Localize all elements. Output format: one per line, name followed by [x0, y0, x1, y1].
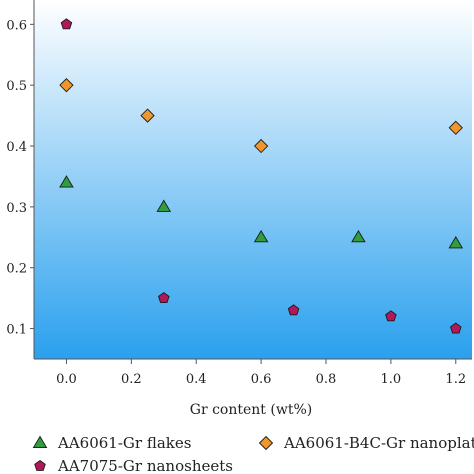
x-axis: 0.0 0.2 0.4 0.6 0.8 1.0 1.2 — [34, 358, 472, 387]
data-point-series-1 — [351, 229, 366, 243]
y-tick-label: 0.4 — [6, 140, 27, 155]
x-tick-label: 1.0 — [381, 372, 402, 387]
y-axis: 0.1 0.2 0.3 0.4 0.5 0.6 — [6, 0, 35, 359]
data-point-series-2 — [253, 138, 269, 154]
data-marks — [59, 18, 464, 334]
x-tick-label: 0.0 — [56, 372, 77, 387]
y-tick-label: 0.1 — [6, 323, 27, 338]
y-tick-label: 0.6 — [6, 18, 27, 33]
data-point-series-2 — [59, 78, 74, 93]
data-point-series-3 — [60, 18, 73, 30]
legend-label-2: AA6061-B4C-Gr nanoplat — [283, 434, 474, 452]
data-point-series-2 — [448, 120, 463, 135]
data-point-series-3 — [158, 292, 170, 304]
x-tick-label: 1.2 — [445, 372, 466, 387]
y-tick-label: 0.2 — [6, 262, 27, 277]
legend-marker-3 — [34, 459, 46, 471]
data-point-series-1 — [253, 229, 269, 243]
data-point-series-2 — [140, 108, 155, 123]
data-point-series-1 — [59, 175, 74, 188]
legend: AA6061-Gr flakes AA6061-B4C-Gr nanoplat AA… — [32, 434, 474, 474]
x-tick-label: 0.6 — [251, 372, 272, 387]
data-point-series-3 — [450, 322, 462, 334]
legend-label-3: AA7075-Gr nanosheets — [57, 457, 233, 474]
legend-label-1: AA6061-Gr flakes — [57, 434, 191, 452]
x-tick-label: 0.2 — [121, 372, 142, 387]
plot-background — [34, 0, 472, 359]
x-tick-label: 0.4 — [186, 372, 207, 387]
data-point-series-1 — [448, 236, 464, 249]
y-tick-label: 0.3 — [6, 201, 27, 216]
data-point-series-1 — [156, 199, 172, 212]
x-axis-title: Gr content (wt%) — [190, 402, 312, 418]
y-tick-label: 0.5 — [6, 79, 27, 94]
legend-marker-2 — [258, 435, 274, 451]
legend-marker-1 — [32, 435, 48, 448]
data-point-series-3 — [287, 304, 300, 316]
data-point-series-3 — [385, 310, 397, 322]
x-tick-label: 0.8 — [316, 372, 337, 387]
